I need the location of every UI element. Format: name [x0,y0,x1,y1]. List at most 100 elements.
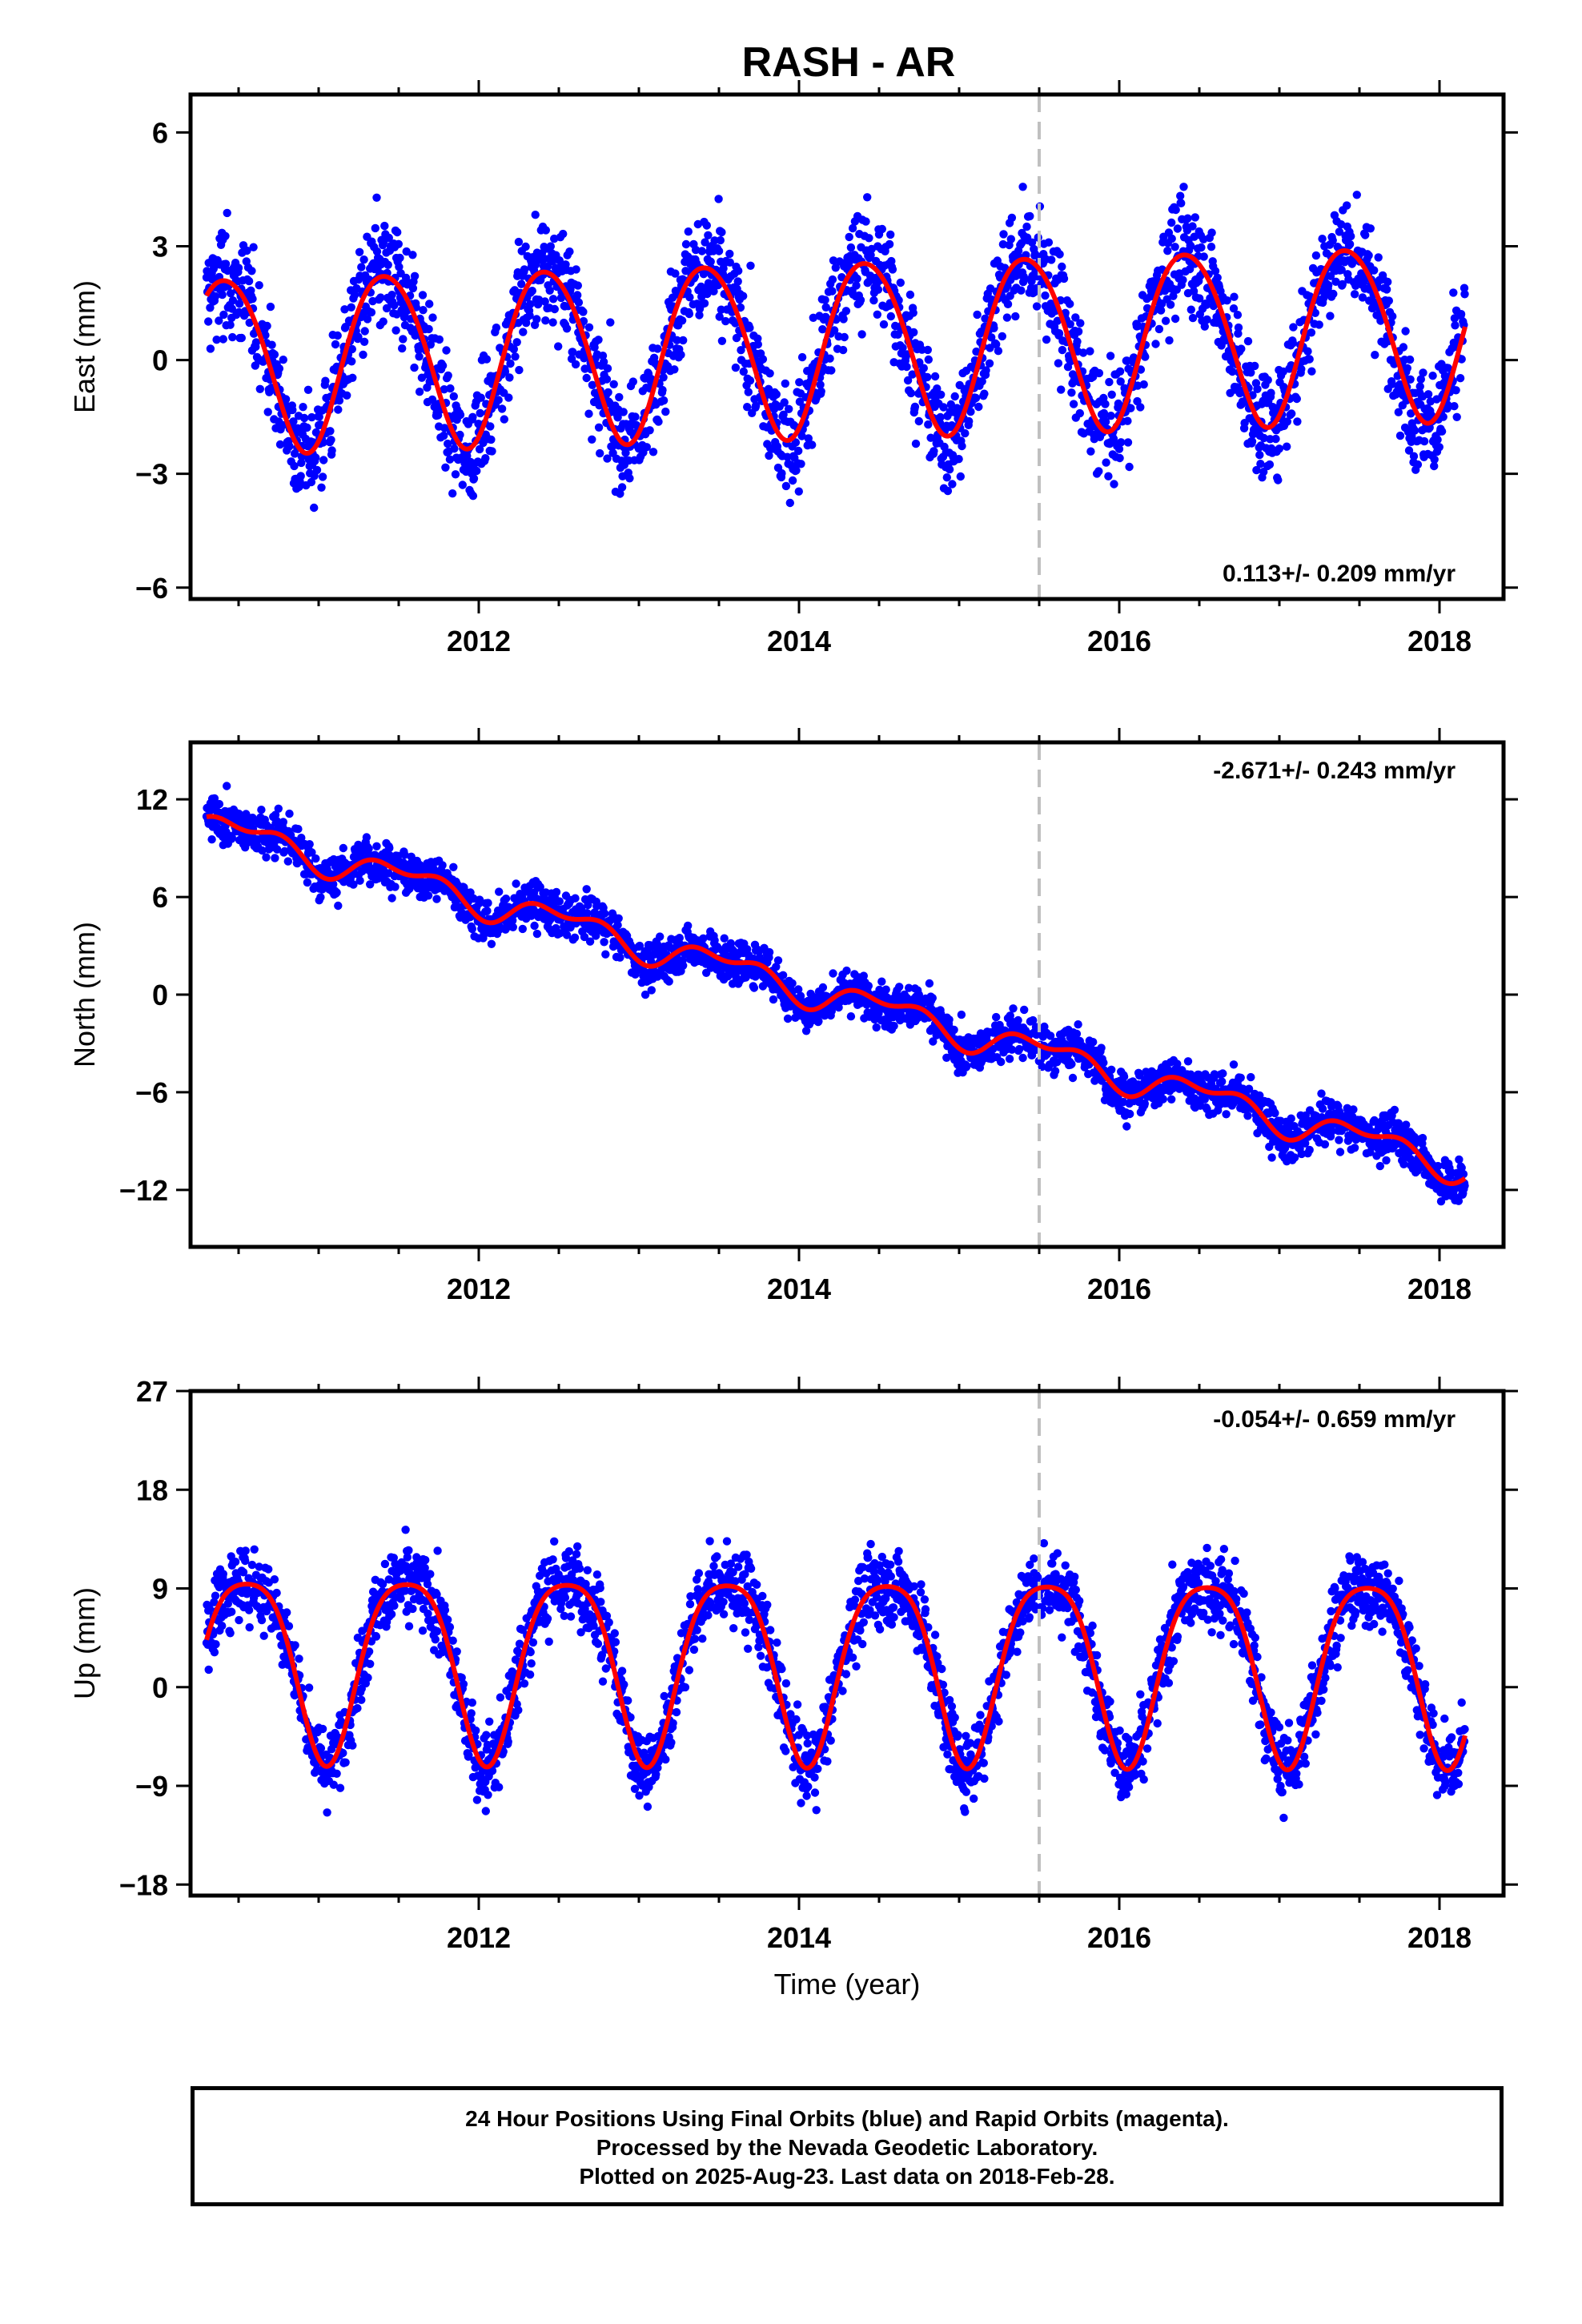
data-point [839,315,848,324]
data-point [905,983,913,992]
data-point [1191,213,1200,222]
data-point [449,862,458,872]
data-point [1007,1045,1017,1054]
data-point [778,971,788,980]
data-point [846,1012,856,1021]
data-point [458,480,467,489]
data-point [888,265,897,274]
data-point [1047,255,1056,264]
data-point [332,888,341,897]
data-point [1019,272,1028,281]
data-point [783,1014,793,1023]
data-point [482,355,492,364]
data-point [1170,243,1179,251]
data-point [818,325,827,334]
data-point [923,345,933,355]
data-point [279,356,287,364]
data-point [1338,279,1347,289]
data-point [494,396,503,404]
data-point [1415,382,1424,391]
data-point [1410,426,1419,435]
data-point [475,895,484,904]
data-point [440,424,449,432]
data-point [604,388,612,397]
data-point [1166,300,1175,309]
data-point [1430,461,1439,471]
data-point [714,247,724,255]
data-point [1297,364,1306,374]
data-point [234,263,243,272]
data-point [1311,251,1321,260]
data-point [481,454,490,463]
data-point [881,985,890,994]
data-point [1076,319,1085,328]
data-point [1275,444,1284,453]
data-point [408,283,418,293]
data-point [781,379,789,388]
data-point [817,387,825,396]
data-point [555,256,564,265]
data-point [347,344,356,354]
data-point [279,420,287,430]
data-points-east [202,183,1469,513]
data-point [385,843,394,853]
data-point [288,405,297,415]
data-point [580,932,589,942]
data-point [382,304,391,313]
data-point [1086,447,1095,456]
data-point [772,390,781,399]
data-point [1030,250,1040,259]
data-point [829,256,838,265]
data-point [794,446,803,456]
data-point [592,927,602,935]
data-point [310,503,319,513]
data-point [1401,327,1410,336]
data-point [243,246,251,255]
data-point [603,364,612,373]
data-point [1437,427,1447,436]
rate-label: 0.113+/- 0.209 mm/yr [1223,561,1456,587]
data-point [212,336,221,344]
data-point [902,362,911,372]
data-point [442,346,451,355]
data-point [1335,227,1344,236]
data-point [307,477,316,487]
data-point [1114,444,1124,453]
data-point [911,439,921,448]
data-point [845,232,853,242]
data-point [794,487,803,496]
data-point [829,969,837,978]
data-point [1165,336,1174,345]
data-point [267,340,276,349]
data-point [512,338,521,347]
data-point [318,472,327,481]
data-point [585,937,595,946]
data-point [1443,364,1452,372]
data-point [347,303,355,312]
data-point [211,292,220,301]
data-point [1073,337,1082,346]
data-point [903,376,913,385]
data-point [517,279,526,288]
data-point [283,857,292,866]
data-point [852,281,861,290]
data-point [744,388,753,396]
data-point [1058,345,1067,355]
data-point [1402,1120,1411,1129]
data-point [438,361,448,370]
data-point [249,243,258,251]
data-point [495,887,504,896]
data-point [1154,324,1164,334]
data-point [1027,238,1037,247]
data-point [440,385,448,394]
data-point [1252,465,1261,475]
data-point [1247,1072,1255,1082]
data-point [1006,235,1016,243]
data-point [829,326,839,335]
data-point [1337,265,1346,275]
data-point [1305,1145,1314,1155]
data-point [946,400,956,409]
data-point [450,444,459,453]
data-point [896,278,905,287]
data-point [255,281,263,290]
